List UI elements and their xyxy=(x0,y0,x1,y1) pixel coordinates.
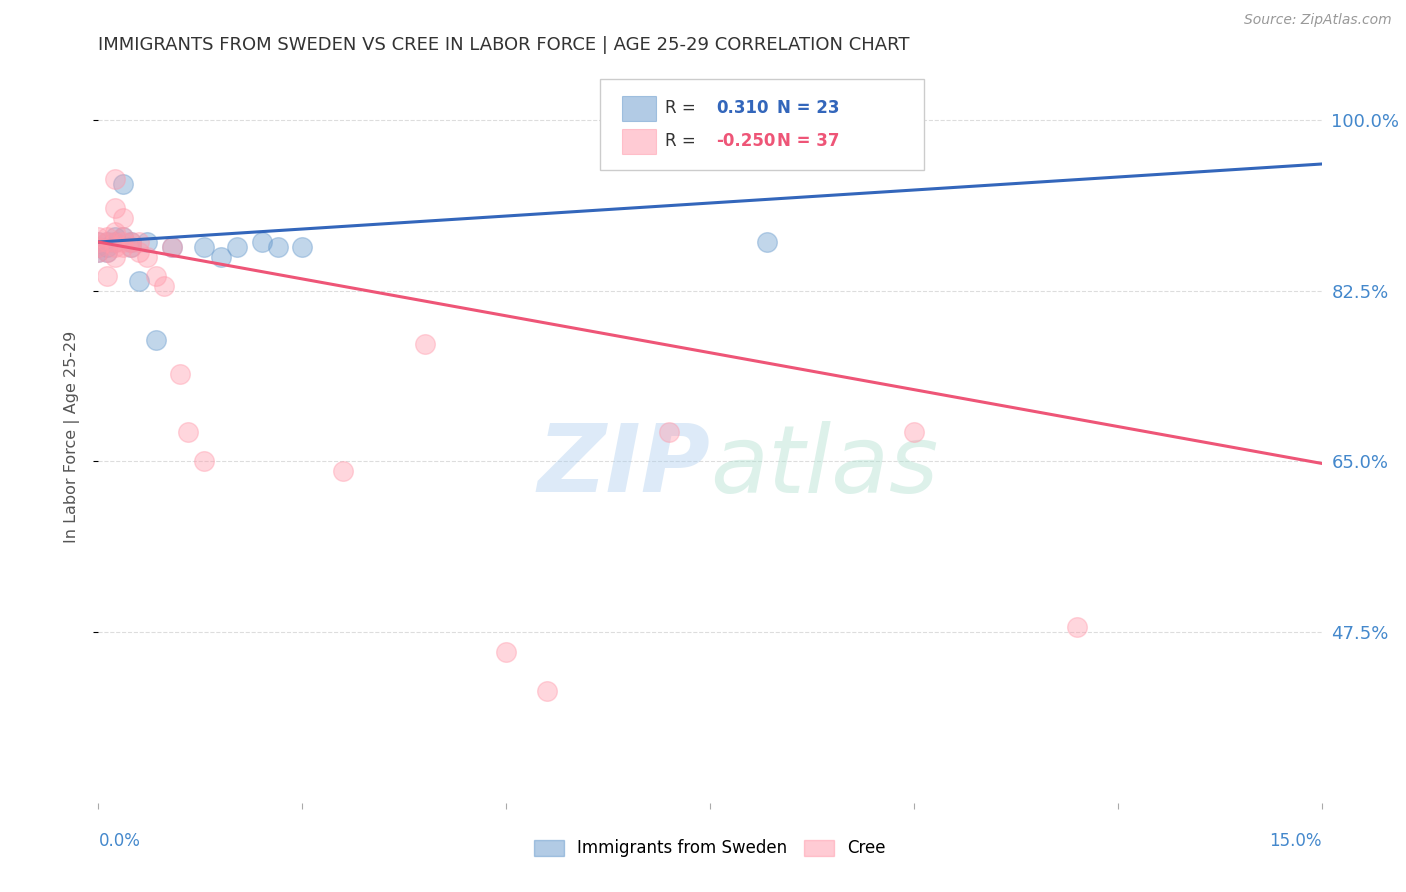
Point xyxy=(111,230,134,244)
Point xyxy=(111,211,134,225)
Point xyxy=(193,240,215,254)
Point xyxy=(145,269,167,284)
FancyBboxPatch shape xyxy=(621,96,657,120)
Text: IMMIGRANTS FROM SWEDEN VS CREE IN LABOR FORCE | AGE 25-29 CORRELATION CHART: IMMIGRANTS FROM SWEDEN VS CREE IN LABOR … xyxy=(98,36,910,54)
Point xyxy=(756,235,779,249)
Point xyxy=(136,235,159,249)
Text: N = 37: N = 37 xyxy=(778,132,839,150)
Point xyxy=(120,240,142,254)
Point xyxy=(87,244,110,259)
Point xyxy=(96,230,118,244)
Point xyxy=(152,279,174,293)
Point xyxy=(145,333,167,347)
Point xyxy=(128,274,150,288)
Point xyxy=(87,235,110,249)
Point xyxy=(87,240,110,254)
Point xyxy=(104,201,127,215)
Point xyxy=(226,240,249,254)
Point xyxy=(120,235,142,249)
Point xyxy=(120,240,142,254)
Point xyxy=(87,235,110,249)
Point xyxy=(658,425,681,440)
Text: 0.0%: 0.0% xyxy=(98,832,141,850)
Point xyxy=(96,235,118,249)
Point xyxy=(250,235,273,249)
Text: -0.250: -0.250 xyxy=(716,132,776,150)
Point xyxy=(332,464,354,478)
Point xyxy=(495,645,517,659)
Point xyxy=(120,235,142,249)
Text: Source: ZipAtlas.com: Source: ZipAtlas.com xyxy=(1244,13,1392,28)
Point xyxy=(96,235,118,249)
Point xyxy=(177,425,200,440)
Point xyxy=(160,240,183,254)
Point xyxy=(96,244,118,259)
Point xyxy=(209,250,232,264)
Text: ZIP: ZIP xyxy=(537,420,710,512)
Y-axis label: In Labor Force | Age 25-29: In Labor Force | Age 25-29 xyxy=(65,331,80,543)
Point xyxy=(104,240,127,254)
Point xyxy=(903,425,925,440)
Point xyxy=(1066,620,1088,634)
Point xyxy=(87,230,110,244)
Legend: Immigrants from Sweden, Cree: Immigrants from Sweden, Cree xyxy=(527,832,893,864)
Text: R =: R = xyxy=(665,99,696,117)
Text: 15.0%: 15.0% xyxy=(1270,832,1322,850)
Point xyxy=(104,225,127,239)
Point xyxy=(104,250,127,264)
Point xyxy=(111,235,134,249)
Point xyxy=(413,337,436,351)
Point xyxy=(87,244,110,259)
Point xyxy=(96,244,118,259)
Point xyxy=(111,177,134,191)
Text: atlas: atlas xyxy=(710,421,938,512)
Point xyxy=(169,367,191,381)
Point xyxy=(128,235,150,249)
FancyBboxPatch shape xyxy=(600,78,924,170)
Point xyxy=(104,235,127,249)
Point xyxy=(87,240,110,254)
Point xyxy=(96,269,118,284)
Text: R =: R = xyxy=(665,132,696,150)
FancyBboxPatch shape xyxy=(621,129,657,153)
Text: N = 23: N = 23 xyxy=(778,99,839,117)
Point xyxy=(104,235,127,249)
Point xyxy=(193,454,215,468)
Point xyxy=(136,250,159,264)
Point xyxy=(104,230,127,244)
Point xyxy=(160,240,183,254)
Point xyxy=(267,240,290,254)
Point xyxy=(96,240,118,254)
Point xyxy=(291,240,314,254)
Point xyxy=(111,230,134,244)
Text: 0.310: 0.310 xyxy=(716,99,769,117)
Point xyxy=(128,244,150,259)
Point xyxy=(536,683,558,698)
Point xyxy=(104,171,127,186)
Point xyxy=(111,240,134,254)
